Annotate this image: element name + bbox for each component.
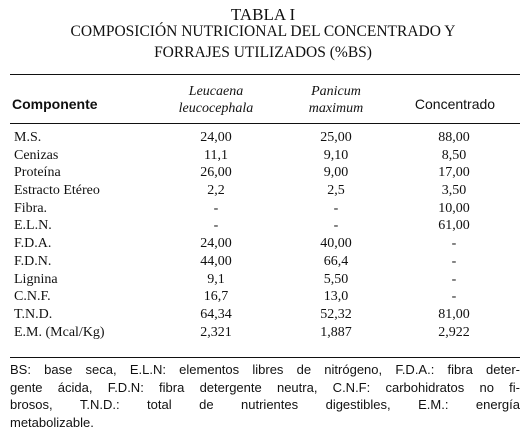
cell-panicum: 52,32: [320, 306, 352, 322]
cell-concentrado: -: [451, 236, 457, 252]
cell-concentrado: 17,00: [438, 165, 470, 181]
footnote-line-2: gente ácida, F.D.N: fibra detergente neu…: [10, 379, 520, 395]
table-row: Estracto Etéreo 2,2 2,5 3,50: [0, 182, 526, 200]
cell-panicum: 9,10: [323, 147, 349, 163]
cell-componente: Cenizas: [14, 147, 59, 163]
cell-leucaena: 11,1: [204, 147, 228, 163]
table-top-rule: [10, 74, 520, 75]
cell-componente: Lignina: [14, 271, 58, 287]
table-row: T.N.D. 64,34 52,32 81,00: [0, 306, 526, 324]
header-concentrado: Concentrado: [414, 96, 496, 112]
footnote-line-3: brosos, T.N.D.: total de nutrientes dige…: [10, 397, 520, 412]
cell-concentrado: 8,50: [441, 147, 467, 163]
table-footnote: BS: base seca, E.L.N: elementos libres d…: [10, 361, 520, 431]
cell-panicum: -: [333, 218, 339, 234]
cell-componente: Fibra.: [14, 200, 48, 216]
table-row: Fibra. - - 10,00: [0, 200, 526, 218]
cell-concentrado: 10,00: [438, 200, 470, 216]
header-leucaena-line-2: leucocephala: [178, 101, 254, 116]
cell-panicum: 66,4: [323, 253, 349, 269]
cell-componente: F.D.A.: [14, 236, 52, 252]
cell-leucaena: 2,321: [200, 324, 232, 340]
cell-concentrado: 88,00: [438, 130, 470, 145]
table-bottom-rule: [10, 357, 520, 358]
cell-leucaena: 44,00: [200, 253, 232, 269]
header-componente: Componente: [12, 96, 98, 112]
table-row: F.D.N. 44,00 66,4 -: [0, 253, 526, 271]
table-row: C.N.F. 16,7 13,0 -: [0, 288, 526, 306]
header-leucaena-line-1: Leucaena: [188, 84, 244, 99]
table-row: F.D.A. 24,00 40,00 -: [0, 235, 526, 253]
cell-panicum: 40,00: [320, 236, 352, 252]
header-panicum-line-1: Panicum: [311, 84, 361, 99]
cell-componente: E.M. (Mcal/Kg): [14, 324, 105, 340]
header-panicum: Panicum maximum: [288, 83, 384, 117]
cell-leucaena: 16,7: [203, 289, 229, 305]
cell-panicum: 1,887: [320, 324, 352, 340]
cell-concentrado: 81,00: [438, 306, 470, 322]
cell-concentrado: 2,922: [438, 324, 470, 340]
footnote-line-4: metabolizable.: [10, 414, 94, 430]
table-row: E.L.N. - - 61,00: [0, 217, 526, 235]
cell-concentrado: 3,50: [441, 183, 467, 199]
cell-componente: F.D.N.: [14, 253, 52, 269]
cell-componente: Proteína: [14, 165, 61, 181]
table-header-rule: [10, 123, 520, 124]
cell-panicum: -: [333, 200, 339, 216]
table-row: E.M. (Mcal/Kg) 2,321 1,887 2,922: [0, 324, 526, 342]
cell-leucaena: -: [213, 200, 219, 216]
table-body: M.S. 24,00 25,00 88,00 Cenizas 11,1 9,10 8,50 Pr…: [0, 129, 526, 341]
cell-leucaena: 24,00: [200, 130, 232, 145]
header-leucaena: Leucaena leucocephala: [160, 83, 272, 117]
table-title-line-2: FORRAJES UTILIZADOS (%BS): [154, 44, 372, 61]
cell-concentrado: -: [451, 289, 457, 305]
footnote-line-1: BS: base seca, E.L.N: elementos libres d…: [10, 362, 520, 377]
cell-panicum: 13,0: [323, 289, 349, 305]
cell-concentrado: -: [451, 271, 457, 287]
cell-leucaena: -: [213, 218, 219, 234]
cell-leucaena: 24,00: [200, 236, 232, 252]
cell-leucaena: 64,34: [200, 306, 232, 322]
cell-leucaena: 9,1: [207, 271, 225, 287]
cell-panicum: 5,50: [323, 271, 349, 287]
table-row: Lignina 9,1 5,50 -: [0, 271, 526, 289]
cell-panicum: 9,00: [323, 165, 349, 181]
header-panicum-line-2: maximum: [308, 101, 364, 116]
cell-concentrado: 61,00: [438, 218, 470, 234]
cell-panicum: 25,00: [320, 130, 352, 145]
table-row: Cenizas 11,1 9,10 8,50: [0, 147, 526, 165]
cell-componente: M.S.: [14, 130, 42, 145]
table-title-line-1: COMPOSICIÓN NUTRICIONAL DEL CONCENTRADO …: [70, 23, 456, 40]
table-row: M.S. 24,00 25,00 88,00: [0, 129, 526, 147]
cell-leucaena: 2,2: [207, 183, 225, 199]
cell-componente: E.L.N.: [14, 218, 52, 234]
cell-leucaena: 26,00: [200, 165, 232, 181]
cell-concentrado: -: [451, 253, 457, 269]
table-row: Proteína 26,00 9,00 17,00: [0, 164, 526, 182]
table-label: TABLA I: [230, 5, 296, 24]
cell-componente: T.N.D.: [14, 306, 53, 322]
cell-componente: C.N.F.: [14, 289, 51, 305]
cell-componente: Estracto Etéreo: [14, 183, 100, 199]
cell-panicum: 2,5: [327, 183, 345, 199]
